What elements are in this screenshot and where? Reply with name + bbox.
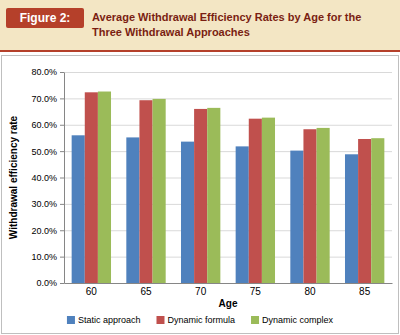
y-tick-mark: [60, 125, 64, 126]
grid-line: [64, 204, 392, 205]
bar: [290, 151, 303, 283]
figure-label: Figure 2:: [20, 11, 71, 25]
bar: [139, 100, 152, 283]
x-tick-label: 65: [140, 286, 152, 297]
legend-label: Dynamic formula: [167, 315, 235, 325]
x-tick: 60: [86, 283, 98, 297]
bar: [249, 119, 262, 283]
legend-swatch: [156, 316, 164, 324]
bar: [236, 146, 249, 283]
y-tick: 30.0%: [31, 199, 64, 209]
y-tick: 0.0%: [36, 278, 64, 288]
bar: [72, 135, 85, 283]
legend-swatch: [67, 316, 75, 324]
y-tick: 50.0%: [31, 147, 64, 157]
legend-item: Dynamic formula: [156, 315, 235, 325]
grid-line: [64, 72, 392, 73]
y-tick-mark: [60, 98, 64, 99]
y-tick: 70.0%: [31, 94, 64, 104]
grid-line: [64, 230, 392, 231]
y-tick-label: 30.0%: [31, 199, 57, 209]
grid-line: [64, 257, 392, 258]
y-tick: 40.0%: [31, 173, 64, 183]
x-tick: 65: [140, 283, 152, 297]
grid-line: [64, 178, 392, 179]
grid-line: [64, 283, 392, 284]
figure-badge: [6, 8, 84, 28]
y-tick-mark: [60, 283, 64, 284]
x-axis-line: [65, 283, 393, 284]
legend: Static approach Dynamic formula Dynamic co…: [67, 315, 334, 325]
bar: [153, 99, 166, 283]
x-axis: 60 65 70 75 80 85: [65, 283, 393, 297]
y-tick: 60.0%: [31, 120, 64, 130]
x-tick-label: 75: [250, 286, 262, 297]
grid-line: [64, 151, 392, 152]
bar: [207, 108, 220, 283]
chart-title: Average Withdrawal Efficiency Rates by A…: [92, 11, 361, 38]
legend-item: Static approach: [67, 315, 141, 325]
grid-line: [64, 98, 392, 99]
y-tick-mark: [60, 72, 64, 73]
y-axis-title: Withdrawal efficiency rate: [8, 115, 19, 239]
y-tick-mark: [60, 204, 64, 205]
y-tick-mark: [60, 257, 64, 258]
bar: [98, 92, 111, 283]
bar: [181, 142, 194, 283]
y-tick-label: 70.0%: [31, 94, 57, 104]
y-tick-mark: [60, 178, 64, 179]
bar: [85, 92, 98, 283]
y-tick-label: 10.0%: [31, 252, 57, 262]
x-tick-label: 70: [195, 286, 207, 297]
y-tick-label: 40.0%: [31, 173, 57, 183]
header-rule: [0, 50, 400, 52]
bar: [345, 154, 358, 283]
x-tick: 75: [250, 283, 262, 297]
bar: [303, 129, 316, 283]
bar: [262, 118, 275, 283]
y-tick-label: 50.0%: [31, 147, 57, 157]
bar: [126, 137, 139, 283]
x-tick: 85: [359, 283, 371, 297]
bars: [72, 92, 385, 283]
y-tick-mark: [60, 151, 64, 152]
header-band: [0, 0, 400, 52]
grid: [64, 73, 392, 284]
bar-series: [85, 92, 371, 283]
chart-root: Figure 2: Average Withdrawal Efficiency R…: [0, 0, 400, 335]
y-tick-mark: [60, 230, 64, 231]
y-tick-label: 60.0%: [31, 120, 57, 130]
y-axis: 0.0% 10.0% 20.0% 30.0% 40.0% 50.0% 60.0% 70.0% 8…: [31, 67, 64, 288]
x-tick-label: 60: [86, 286, 98, 297]
bar: [317, 128, 330, 283]
x-tick-label: 85: [359, 286, 371, 297]
y-tick: 20.0%: [31, 226, 64, 236]
y-tick: 80.0%: [31, 67, 64, 77]
legend-item: Dynamic complex: [251, 315, 334, 325]
y-tick-label: 0.0%: [36, 278, 57, 288]
bar-series: [98, 92, 384, 283]
x-tick-label: 80: [304, 286, 316, 297]
chart-area: [2, 56, 399, 334]
grid-line: [64, 125, 392, 126]
legend-swatch: [251, 316, 259, 324]
x-tick: 80: [304, 283, 316, 297]
y-tick: 10.0%: [31, 252, 64, 262]
y-axis-line: [64, 73, 65, 284]
bar: [371, 138, 384, 283]
bar: [194, 109, 207, 283]
bar: [358, 139, 371, 283]
legend-label: Static approach: [78, 315, 141, 325]
x-axis-title: Age: [219, 298, 238, 309]
y-tick-label: 20.0%: [31, 226, 57, 236]
y-tick-label: 80.0%: [31, 67, 57, 77]
legend-label: Dynamic complex: [262, 315, 334, 325]
x-tick: 70: [195, 283, 207, 297]
